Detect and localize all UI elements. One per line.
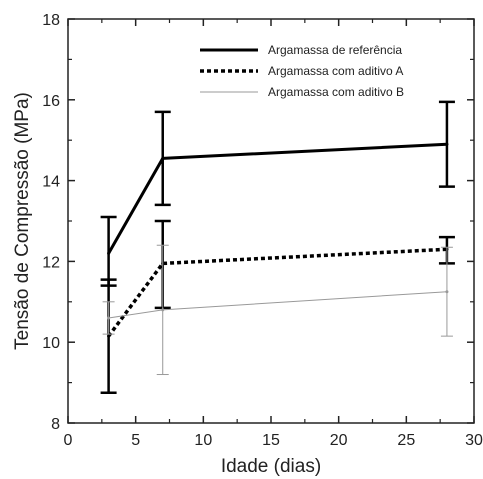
data-point (445, 142, 449, 146)
data-point (161, 156, 165, 160)
x-tick-label: 20 (330, 432, 348, 449)
plot-frame (67, 18, 475, 424)
y-tick-label: 10 (42, 335, 60, 352)
data-point (107, 334, 111, 338)
data-point (161, 308, 165, 312)
y-tick-label: 12 (42, 254, 60, 271)
x-tick-label: 10 (194, 432, 212, 449)
y-tick-label: 16 (42, 93, 60, 110)
series-line-1 (107, 247, 448, 338)
series-line-0 (107, 142, 448, 255)
legend-label-2: Argamassa com aditivo B (268, 85, 404, 99)
series-line-2 (108, 291, 447, 319)
data-point (107, 251, 111, 255)
y-tick-label: 18 (42, 12, 60, 29)
x-tick-label: 0 (64, 432, 73, 449)
data-point (445, 290, 449, 294)
x-tick-label: 5 (131, 432, 140, 449)
x-tick-label: 30 (465, 432, 483, 449)
y-tick-label: 8 (51, 416, 60, 433)
legend-label-1: Argamassa com aditivo A (268, 64, 403, 78)
y-axis-title: Tensão de Compressão (MPa) (12, 92, 33, 350)
x-tick-label: 25 (397, 432, 415, 449)
data-point (107, 316, 111, 320)
legend-label-0: Argamassa de referência (268, 43, 402, 57)
x-axis-title: Idade (dias) (221, 456, 321, 477)
y-tick-label: 14 (42, 174, 60, 191)
x-tick-label: 15 (262, 432, 280, 449)
